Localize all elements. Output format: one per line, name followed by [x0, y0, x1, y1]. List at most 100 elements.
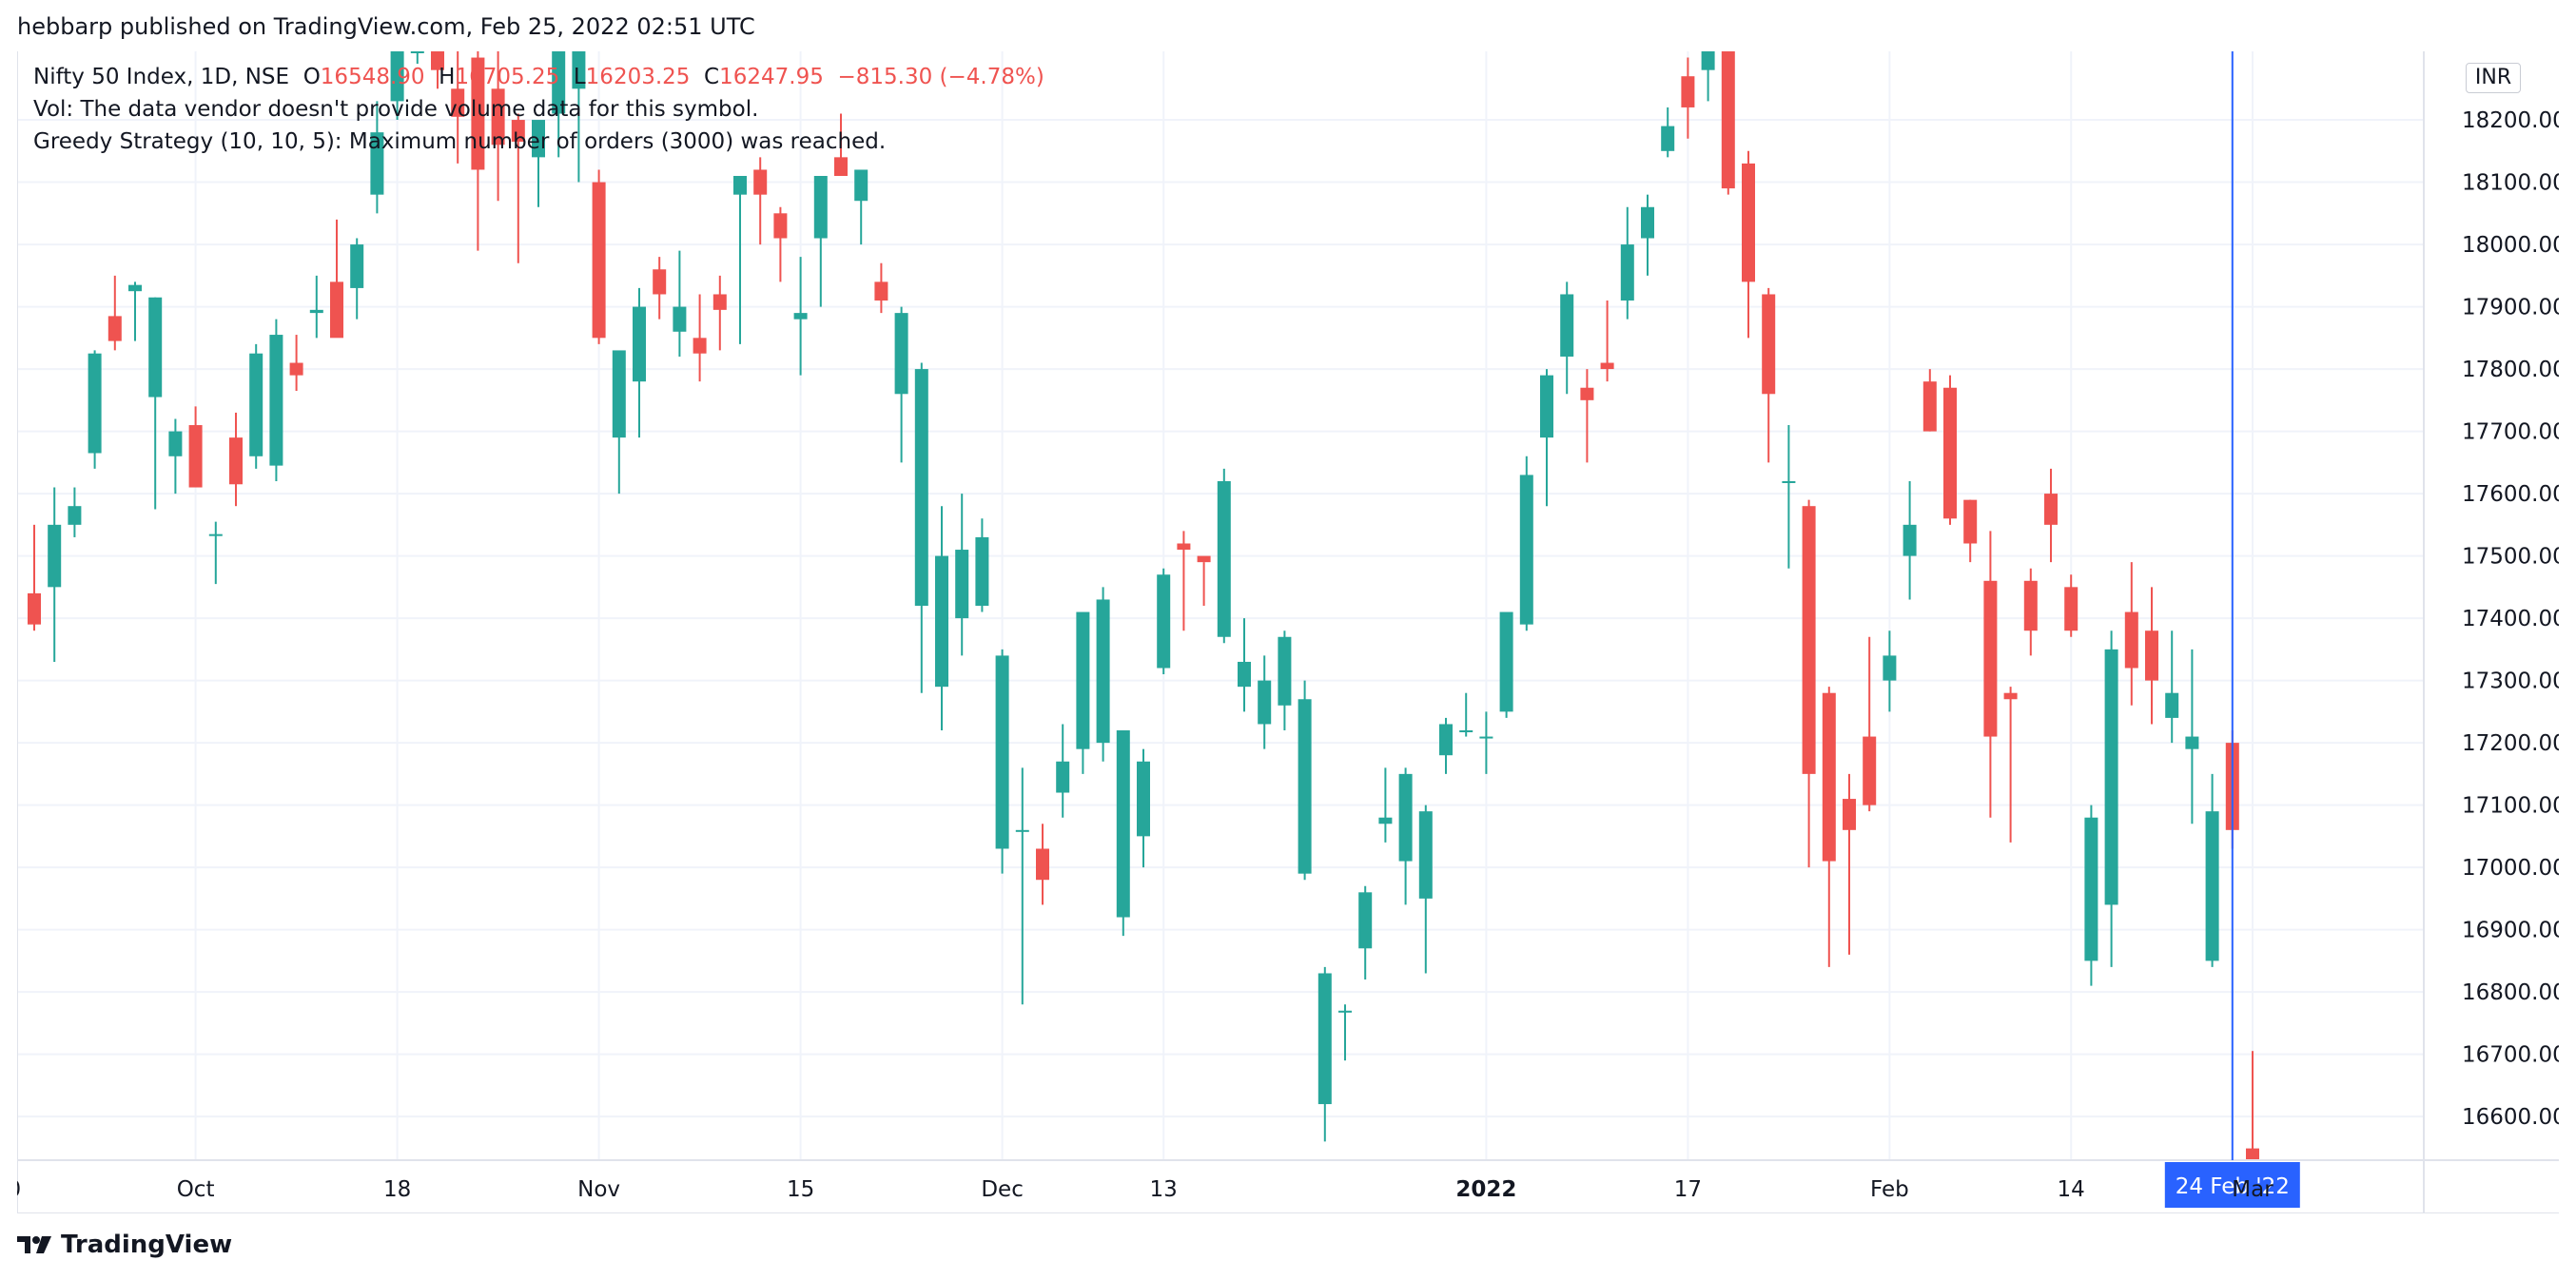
candle [1843, 773, 1856, 955]
candle-body [1116, 730, 1130, 918]
price-tick-label: 17700.00 [2462, 420, 2559, 445]
candle-body [188, 425, 203, 488]
candle [309, 275, 323, 339]
candle-body [1762, 294, 1776, 395]
candle-body [733, 176, 747, 195]
chart-area[interactable]: 24 Feb '22 16600.00 16700.00 16800.00 16900… [17, 51, 2559, 1213]
candle-body [975, 536, 989, 606]
grid-lines [17, 51, 2424, 1160]
candle-body [148, 297, 163, 398]
candle-body [612, 350, 626, 438]
candle [653, 257, 667, 320]
candle [552, 51, 566, 158]
candle [733, 176, 747, 344]
candle [1600, 301, 1614, 382]
candle-body [1560, 294, 1574, 357]
candle [1742, 150, 1755, 339]
time-tick-label: Nov [577, 1177, 620, 1202]
candle [1298, 680, 1312, 881]
price-tick-label: 16900.00 [2462, 919, 2559, 943]
candle [532, 120, 545, 207]
candle [1641, 194, 1654, 276]
candle [28, 524, 41, 631]
candle-body [128, 284, 142, 292]
time-tick-label: 15 [787, 1177, 814, 1202]
candle-body [753, 169, 768, 195]
candle-body [1661, 126, 1675, 151]
legend-open-label: O [302, 65, 321, 89]
candle [995, 649, 1009, 874]
candle [128, 281, 142, 341]
tradingview-brand: TradingView [61, 1231, 233, 1259]
candle [773, 206, 788, 282]
candle [1883, 630, 1897, 712]
candle-body [1620, 244, 1634, 301]
candle-body [1701, 51, 1715, 70]
candle [1258, 655, 1272, 749]
price-tick-label: 17500.00 [2462, 545, 2559, 570]
currency-button[interactable]: INR [2466, 63, 2521, 93]
time-tick-label: 2022 [1455, 1177, 1516, 1202]
candle-body [1418, 811, 1433, 899]
legend-low-value: 16203.25 [585, 65, 691, 89]
candle [1560, 281, 1574, 395]
crosshair-date-label: 24 Feb '22 [2176, 1174, 2290, 1199]
candle [410, 51, 424, 65]
price-tick-label: 18200.00 [2462, 108, 2559, 133]
candle [2185, 649, 2199, 824]
candle-body [1298, 699, 1312, 874]
candle-body [693, 338, 707, 354]
candle-body [2185, 736, 2199, 749]
candle-body [1439, 724, 1453, 756]
tradingview-logo-icon [17, 1236, 51, 1253]
candle [1157, 568, 1171, 675]
candle-body [712, 294, 727, 310]
candle-body [592, 182, 606, 339]
candle-body [1499, 611, 1513, 712]
price-tick-label: 17600.00 [2462, 482, 2559, 507]
candle [1863, 636, 1877, 812]
candle-body [1580, 387, 1594, 400]
candle [2044, 468, 2058, 563]
candle [1177, 531, 1191, 631]
candle [1922, 369, 1937, 432]
candle [2023, 568, 2038, 656]
candle-body [2044, 494, 2058, 525]
candle [1479, 711, 1493, 774]
candle-body [491, 88, 505, 145]
candle [370, 101, 384, 214]
candle-body [1217, 480, 1231, 637]
candle [914, 362, 928, 693]
candle [2205, 773, 2219, 967]
candle-body [208, 533, 223, 536]
candle-body [289, 362, 303, 376]
candle-body [633, 306, 646, 382]
candle-body [1883, 655, 1897, 681]
candle [1943, 375, 1957, 525]
candle-body [773, 213, 788, 239]
candle-body [955, 550, 969, 619]
candle [451, 51, 465, 164]
candle [1802, 499, 1816, 868]
candle-body [793, 313, 808, 320]
candlestick-chart[interactable]: 24 Feb '22 16600.00 16700.00 16800.00 16900… [17, 51, 2559, 1213]
candle-body [28, 592, 41, 625]
candle-body [532, 120, 545, 158]
candle [1398, 767, 1413, 905]
price-tick-label: 17400.00 [2462, 607, 2559, 631]
candle-body [552, 51, 566, 114]
candle [2064, 574, 2078, 637]
candle [1681, 57, 1695, 139]
time-axis[interactable]: 0 Oct 18 Nov 15 Dec 13 2022 17 Feb 14 Mar [17, 1177, 2274, 1202]
price-tick-label: 17100.00 [2462, 794, 2559, 819]
candle-body [653, 269, 667, 295]
candle-body [1843, 799, 1856, 830]
tradingview-logo[interactable]: TradingView [17, 1231, 232, 1259]
candle [1983, 531, 1998, 818]
candle [48, 487, 62, 662]
chart-borders [17, 51, 2559, 1213]
candle-body [1278, 636, 1292, 706]
price-axis[interactable]: 16600.00 16700.00 16800.00 16900.00 17000.00… [2462, 108, 2559, 1130]
candle-body [1641, 206, 1654, 239]
candle-body [1157, 574, 1171, 669]
